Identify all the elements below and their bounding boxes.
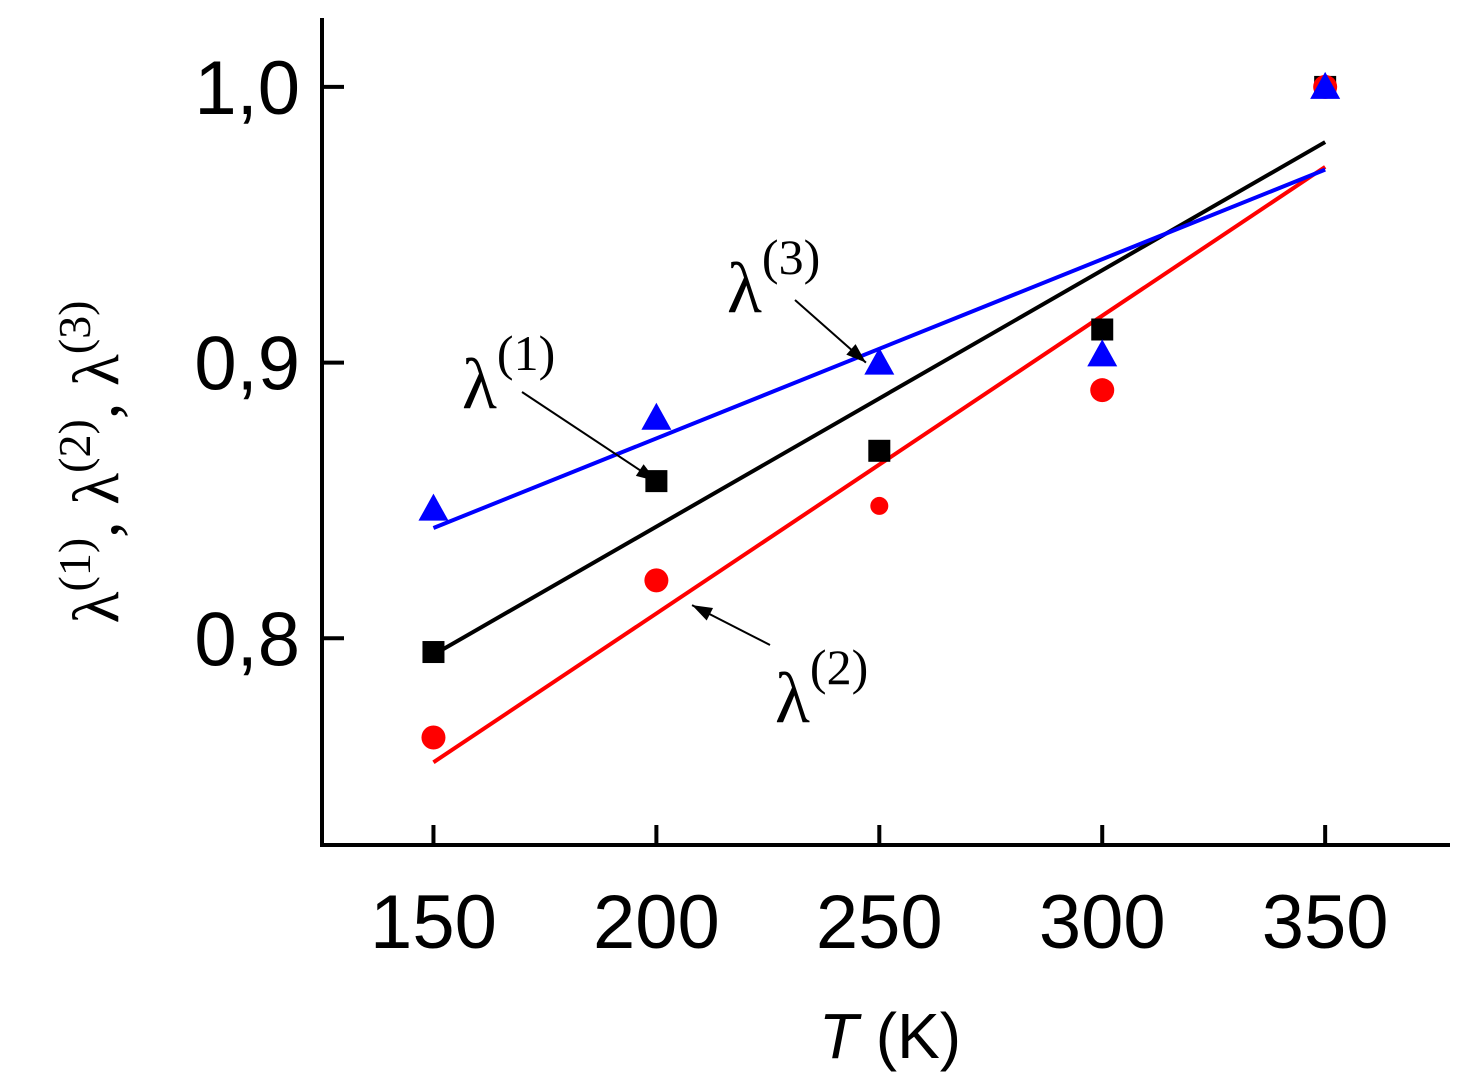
axis-labels: 150 200 250 300 350 0,8 0,9 1,0 [194,46,1388,965]
annotation-label: λ(2) [775,639,868,738]
annotation-arrow [521,391,657,482]
x-tick-label: 300 [1039,880,1166,965]
y-label-sup-2: (2) [49,419,100,473]
annotation-arrowhead [846,344,866,363]
annotation-base: λ [775,658,810,738]
point-square [868,439,891,462]
y-label-base-3: λ [60,354,133,386]
point-square [1091,318,1114,341]
point-circle [870,496,889,515]
point-triangle [418,493,449,521]
point-circle [644,568,669,593]
y-label-sup-1: (1) [49,538,100,592]
point-triangle [1087,339,1118,367]
x-tick-label: 200 [593,880,720,965]
x-axis-var: T [819,1000,862,1072]
annotation-arrowhead [692,605,714,621]
x-axis-unit: (K) [876,1000,961,1072]
annotation-sup: (1) [497,325,555,381]
fit-line [432,140,1327,657]
x-tick-label: 350 [1262,880,1389,965]
y-label-sup-3: (3) [49,301,100,355]
point-circle [421,725,446,750]
annotation-sup: (2) [810,639,868,695]
y-tick-label: 0,8 [194,597,300,682]
y-label-base-2: λ [60,473,133,505]
annotations: λ(1)λ(2)λ(3) [462,229,868,738]
point-triangle [1310,71,1341,99]
ticks [322,84,1328,845]
y-label-sep-2: , [60,403,133,420]
point-triangle [641,402,672,430]
annotation-sup: (3) [762,229,820,285]
annotation-label: λ(3) [727,229,820,328]
x-tick-label: 250 [816,880,943,965]
annotation-arrowhead [635,464,657,482]
point-circle [1090,378,1115,403]
y-tick-label: 0,9 [194,322,300,407]
y-label-base-1: λ [60,591,133,623]
data-points [418,71,1341,750]
y-axis-title: λ(1), λ(2), λ(3) [49,301,133,624]
y-tick-label: 1,0 [194,46,300,131]
x-tick-label: 150 [370,880,497,965]
point-square [422,641,445,664]
y-label-sep-1: , [60,521,133,538]
annotation-base: λ [727,248,762,328]
x-axis-title: T (K) [819,1000,961,1072]
point-triangle [864,347,895,375]
fit-line [432,165,1327,764]
annotation-base: λ [462,344,497,424]
annotation-label: λ(1) [462,325,555,424]
